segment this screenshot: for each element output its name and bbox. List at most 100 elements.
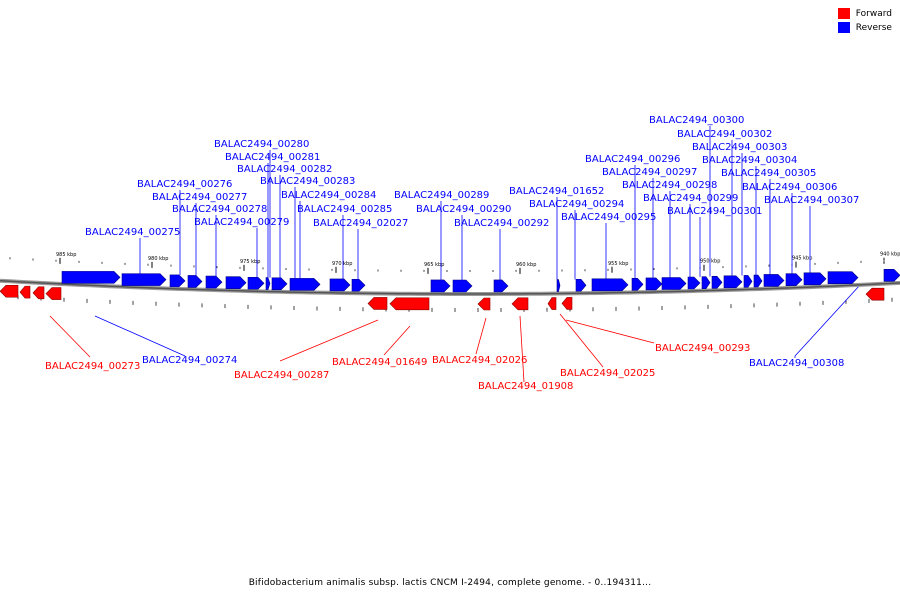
reverse-gene <box>753 274 763 288</box>
reverse-gene-label: BALAC2494_00292 <box>454 218 549 229</box>
forward-gene <box>865 287 885 301</box>
tick-label: 985 kbp <box>56 252 76 258</box>
forward-gene <box>45 287 62 300</box>
reverse-leader <box>94 315 186 357</box>
reverse-gene <box>556 279 561 292</box>
reverse-gene <box>452 279 473 293</box>
reverse-gene-label: BALAC2494_00299 <box>643 193 738 204</box>
reverse-gene-label: BALAC2494_00290 <box>416 204 511 215</box>
reverse-gene <box>785 273 803 287</box>
chromosome-backbone <box>0 278 900 296</box>
legend-reverse: Reverse <box>837 22 892 33</box>
forward-gene-label: BALAC2494_02026 <box>432 355 527 366</box>
forward-gene <box>547 297 557 310</box>
reverse-gene-label: BALAC2494_00294 <box>529 199 624 210</box>
reverse-gene <box>575 278 587 292</box>
reverse-gene-label: BALAC2494_00282 <box>237 164 332 175</box>
label-leaders <box>49 126 861 383</box>
reverse-gene-label: BALAC2494_00305 <box>721 168 816 179</box>
reverse-gene <box>121 273 167 286</box>
legend-forward: Forward <box>837 8 892 19</box>
forward-swatch <box>837 8 850 19</box>
tick-marks: 985 kbp 980 kbp 975 kbp 970 kbp 965 kbp 960 k… <box>9 252 900 312</box>
reverse-gene-label: BALAC2494_00285 <box>297 204 392 215</box>
legend-reverse-label: Reverse <box>855 22 892 33</box>
reverse-gene-label: BALAC2494_00306 <box>742 182 837 193</box>
reverse-gene-label: BALAC2494_00283 <box>260 176 355 187</box>
reverse-gene-label: BALAC2494_00284 <box>281 190 376 201</box>
reverse-gene <box>763 274 785 287</box>
forward-gene <box>477 297 491 311</box>
backbone-line <box>0 279 900 295</box>
tick-label: 955 kbp <box>608 261 628 267</box>
reverse-gene <box>723 275 743 289</box>
tick-label: 940 kbp <box>880 252 900 258</box>
reverse-gene <box>430 279 451 293</box>
reverse-gene <box>271 277 288 291</box>
forward-gene-label: BALAC2494_00293 <box>655 343 750 354</box>
reverse-gene <box>701 276 711 289</box>
reverse-gene-label: BALAC2494_00303 <box>692 142 787 153</box>
reverse-gene <box>687 276 701 290</box>
reverse-gene <box>631 278 644 291</box>
reverse-gene-label: BALAC2494_00274 <box>142 355 237 366</box>
tick-label: 980 kbp <box>148 256 168 262</box>
reverse-gene-label: BALAC2494_00308 <box>749 358 844 369</box>
reverse-leader <box>794 284 861 357</box>
reverse-gene-label: BALAC2494_00304 <box>702 155 797 166</box>
reverse-gene <box>289 278 321 291</box>
reverse-gene-label: BALAC2494_00276 <box>137 179 232 190</box>
forward-leader <box>519 315 525 383</box>
reverse-gene <box>61 271 121 284</box>
reverse-gene-label: BALAC2494_00295 <box>561 212 656 223</box>
reverse-gene <box>329 278 351 292</box>
forward-gene <box>0 284 19 298</box>
forward-gene-label: BALAC2494_02025 <box>560 368 655 379</box>
forward-gene <box>389 297 430 311</box>
reverse-gene-label: BALAC2494_00301 <box>667 206 762 217</box>
forward-leader <box>475 317 487 355</box>
reverse-gene-label: BALAC2494_00300 <box>649 115 744 126</box>
reverse-gene-label: BALAC2494_02027 <box>313 218 408 229</box>
forward-gene <box>511 297 529 311</box>
forward-leader <box>279 319 379 362</box>
legend-forward-label: Forward <box>855 8 892 19</box>
reverse-gene <box>187 275 203 288</box>
reverse-gene <box>493 279 509 293</box>
forward-gene-label: BALAC2494_00287 <box>234 370 329 381</box>
tick-label: 960 kbp <box>516 262 536 268</box>
reverse-gene-label: BALAC2494_00298 <box>622 180 717 191</box>
forward-gene-label: BALAC2494_00273 <box>45 361 140 372</box>
reverse-gene <box>645 277 663 291</box>
forward-leader <box>559 313 604 368</box>
forward-leader <box>49 315 91 358</box>
reverse-gene-label: BALAC2494_00281 <box>225 152 320 163</box>
reverse-gene <box>591 278 629 292</box>
reverse-gene-label: BALAC2494_00277 <box>152 192 247 203</box>
forward-gene-label: BALAC2494_01908 <box>478 381 573 392</box>
reverse-gene <box>225 276 247 290</box>
reverse-gene-label: BALAC2494_00307 <box>764 195 859 206</box>
reverse-gene-label: BALAC2494_00297 <box>602 167 697 178</box>
reverse-gene <box>743 275 753 288</box>
reverse-gene-label: BALAC2494_00296 <box>585 154 680 165</box>
reverse-gene-label: BALAC2494_00278 <box>172 204 267 215</box>
legend: Forward Reverse <box>837 8 892 36</box>
reverse-gene <box>827 271 859 284</box>
reverse-gene-label: BALAC2494_00279 <box>194 217 289 228</box>
gene-features <box>0 269 900 311</box>
reverse-gene <box>711 276 723 289</box>
tick-label: 970 kbp <box>332 261 352 267</box>
forward-leader <box>383 325 411 356</box>
forward-gene <box>367 297 388 310</box>
reverse-gene-label: BALAC2494_00302 <box>677 129 772 140</box>
reverse-gene-label: BALAC2494_00275 <box>85 227 180 238</box>
genome-caption: Bifidobacterium animalis subsp. lactis C… <box>248 578 652 588</box>
reverse-swatch <box>837 22 850 33</box>
reverse-gene <box>883 269 900 282</box>
reverse-gene-label: BALAC2494_00280 <box>214 139 309 150</box>
reverse-gene <box>169 274 186 288</box>
forward-leader <box>565 319 655 344</box>
forward-gene <box>32 286 45 300</box>
